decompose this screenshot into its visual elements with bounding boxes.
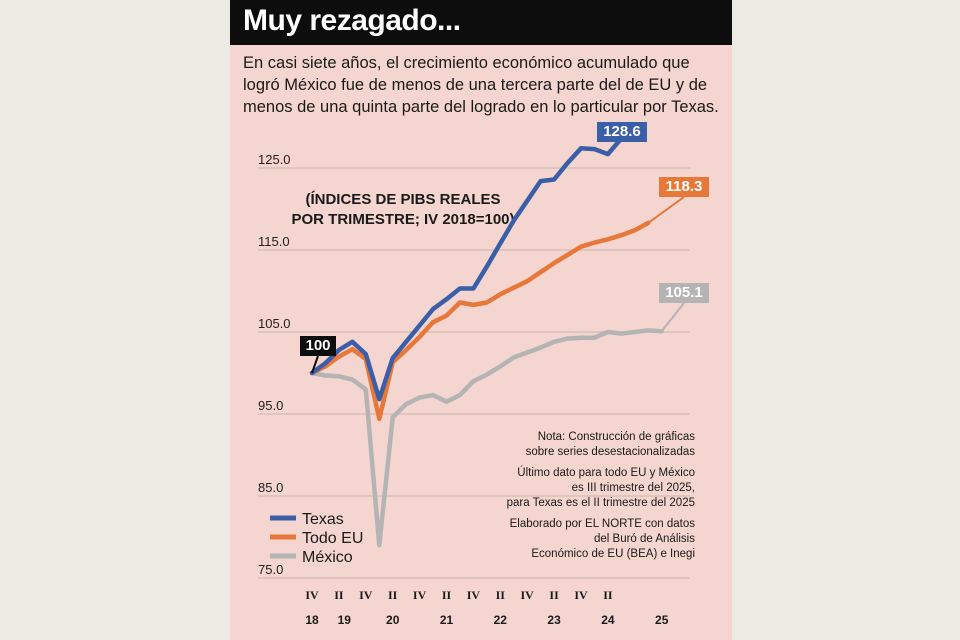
- x-year-label: 18: [305, 613, 319, 627]
- y-tick-label: 85.0: [258, 480, 283, 495]
- x-year-label: 22: [494, 613, 508, 627]
- note-deseasonalized: Nota: Construcción de gráficas sobre seri…: [507, 430, 695, 460]
- x-quarter-label: II: [334, 588, 344, 602]
- legend-label: Texas: [302, 511, 344, 528]
- x-quarter-label: II: [549, 588, 559, 602]
- x-quarter-label: IV: [413, 588, 427, 602]
- subtitle-line: POR TRIMESTRE; IV 2018=100): [292, 211, 515, 228]
- mexico-end-callout-leader: [660, 302, 685, 332]
- y-tick-label: 75.0: [258, 562, 283, 577]
- mexico-end-callout-box: [659, 283, 709, 303]
- note-line: para Texas es el II trimestre del 2025: [506, 497, 695, 509]
- chart-legend: Texas Todo EU México: [270, 511, 363, 566]
- texas-end-callout-box: [597, 122, 647, 142]
- x-year-label: 19: [338, 613, 352, 627]
- subtitle-line: (ÍNDICES DE PIBS REALES: [305, 191, 500, 208]
- note-last-data: Último dato para todo EU y México es III …: [507, 466, 695, 511]
- series-line-mexico: [309, 328, 664, 548]
- x-quarter-label: IV: [467, 588, 481, 602]
- value-callouts: 100 128.6 118.3 105.1: [300, 122, 709, 374]
- series-lines: [309, 136, 664, 548]
- y-axis-labels: 75.0 85.0 95.0 105.0 115.0 125.0: [258, 152, 291, 577]
- x-quarter-label: II: [442, 588, 452, 602]
- note-line: Último dato para todo EU y México: [517, 467, 695, 479]
- y-tick-label: 105.0: [258, 316, 291, 331]
- note-line: del Buró de Análisis: [593, 533, 695, 545]
- chart-grid: [258, 167, 690, 579]
- note-line: Económico de EU (BEA) e Inegi: [531, 548, 695, 560]
- x-year-label: 21: [440, 613, 454, 627]
- x-quarter-label: IV: [574, 588, 588, 602]
- note-line: Nota: Construcción de gráficas: [537, 431, 695, 443]
- x-quarter-label: II: [496, 588, 506, 602]
- lede-paragraph: En casi siete años, el crecimiento econó…: [243, 54, 719, 116]
- start-callout-text: 100: [305, 337, 330, 354]
- note-line: Elaborado por EL NORTE con datos: [509, 518, 695, 530]
- note-source: Elaborado por EL NORTE con datos del Buró…: [507, 517, 695, 562]
- start-callout-leader: [311, 355, 319, 374]
- legend-label: México: [302, 549, 353, 566]
- y-tick-label: 125.0: [258, 152, 291, 167]
- x-year-label: 23: [547, 613, 561, 627]
- x-quarter-label: IV: [521, 588, 535, 602]
- x-quarter-label: IV: [359, 588, 373, 602]
- x-quarter-label: II: [603, 588, 613, 602]
- x-quarter-label: IV: [305, 588, 319, 602]
- eu-end-callout-box: [659, 177, 709, 197]
- series-line-texas: [309, 136, 624, 402]
- legend-label: Todo EU: [302, 530, 363, 547]
- x-quarter-label: II: [388, 588, 398, 602]
- eu-end-callout-text: 118.3: [666, 178, 703, 195]
- x-year-label: 25: [655, 613, 669, 627]
- note-line: es III trimestre del 2025,: [571, 482, 695, 494]
- x-axis-labels: IV II IV II IV II IV II IV II IV II 18 19 20 21 22 23 24 25: [305, 588, 668, 627]
- x-year-label: 20: [386, 613, 400, 627]
- texas-end-callout-text: 128.6: [603, 123, 641, 140]
- note-line: sobre series desestacionalizadas: [525, 446, 695, 458]
- mexico-end-callout-text: 105.1: [665, 284, 703, 301]
- chart-notes: Nota: Construcción de gráficas sobre seri…: [507, 430, 695, 562]
- eu-end-callout-leader: [647, 196, 685, 224]
- chart-subtitle: (ÍNDICES DE PIBS REALES POR TRIMESTRE; IV…: [292, 191, 515, 228]
- y-tick-label: 115.0: [258, 234, 290, 249]
- x-year-label: 24: [601, 613, 615, 627]
- page-title: Muy rezagado...: [243, 4, 461, 37]
- start-callout-box: [300, 336, 336, 356]
- infographic-panel: [230, 0, 732, 640]
- y-tick-label: 95.0: [258, 398, 283, 413]
- title-banner: [230, 0, 732, 45]
